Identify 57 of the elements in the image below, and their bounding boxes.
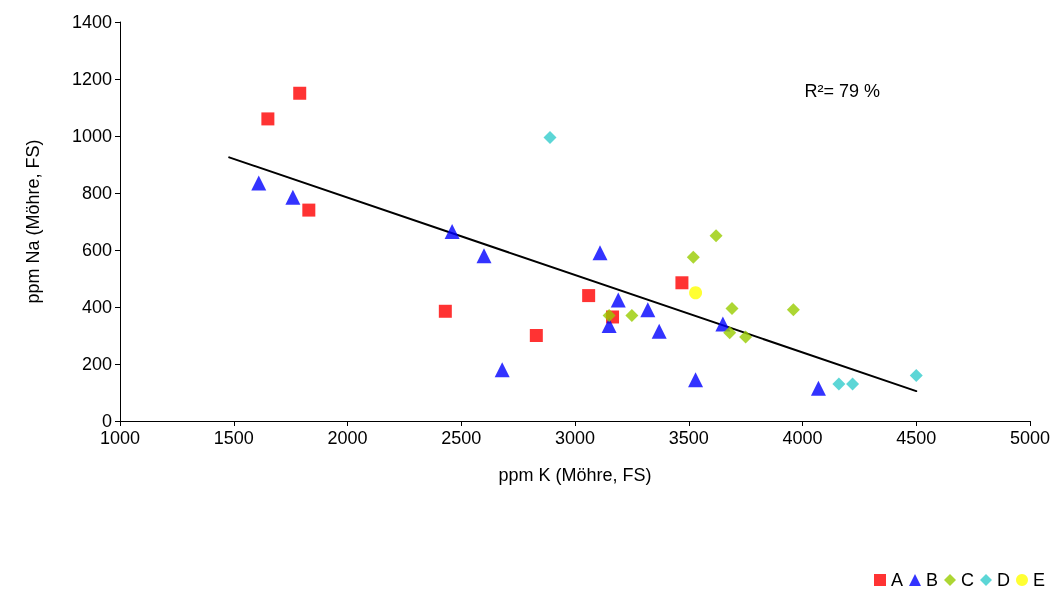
- x-tick-label: 4500: [896, 428, 937, 448]
- legend-label: D: [997, 570, 1010, 590]
- point: [689, 286, 703, 300]
- x-tick-label: 2000: [327, 428, 368, 448]
- x-tick-label: 4000: [782, 428, 823, 448]
- y-tick-label: 1000: [71, 126, 112, 146]
- point: [582, 289, 596, 303]
- point: [786, 303, 800, 317]
- point: [529, 329, 543, 342]
- point: [543, 130, 557, 144]
- point: [739, 330, 753, 344]
- x-tick-label: 2500: [441, 428, 482, 448]
- point: [494, 362, 510, 378]
- y-tick-label: 400: [81, 297, 112, 317]
- x-tick-label: 3000: [554, 428, 596, 448]
- y-axis-title: ppm Na (Möhre, FS): [23, 139, 43, 304]
- point: [651, 323, 667, 339]
- point: [476, 248, 492, 264]
- point: [438, 304, 452, 318]
- point: [846, 377, 860, 391]
- point: [610, 292, 626, 308]
- point: [285, 189, 301, 205]
- x-axis-title: ppm K (Möhre, FS): [498, 465, 652, 485]
- legend-label: C: [961, 570, 974, 590]
- point: [602, 309, 616, 323]
- point: [293, 86, 307, 100]
- point: [640, 302, 656, 318]
- y-tick-label: 1400: [71, 12, 112, 32]
- point: [810, 380, 826, 396]
- x-tick-label: 5000: [1009, 428, 1051, 448]
- point: [444, 223, 460, 239]
- point: [675, 276, 689, 290]
- point: [725, 301, 739, 315]
- legend-label: A: [890, 570, 903, 590]
- point: [709, 229, 723, 243]
- x-tick-label: 3500: [668, 428, 709, 448]
- y-tick-label: 800: [81, 183, 112, 203]
- legend-label: E: [1032, 570, 1046, 590]
- x-tick-label: 1000: [99, 428, 141, 448]
- point: [832, 377, 846, 391]
- point: [688, 372, 704, 388]
- y-tick-label: 0: [101, 411, 112, 431]
- point: [261, 112, 275, 126]
- point: [592, 245, 608, 261]
- point: [909, 368, 923, 382]
- point: [302, 203, 316, 217]
- annotation: R²= 79 %: [804, 81, 881, 101]
- y-tick-label: 200: [81, 354, 112, 374]
- point: [601, 318, 617, 334]
- point: [625, 309, 639, 323]
- point: [686, 250, 700, 264]
- point: [251, 175, 267, 191]
- y-tick-label: 600: [81, 240, 112, 260]
- x-tick-label: 1500: [213, 428, 254, 448]
- y-tick-label: 1200: [71, 69, 112, 89]
- point: [723, 326, 737, 340]
- legend-label: B: [925, 570, 939, 590]
